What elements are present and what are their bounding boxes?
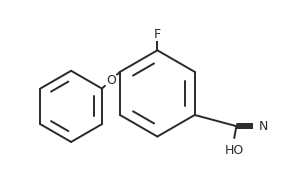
Text: HO: HO (225, 144, 244, 157)
Text: O: O (106, 74, 116, 87)
Text: N: N (259, 120, 268, 133)
Text: F: F (154, 28, 161, 41)
